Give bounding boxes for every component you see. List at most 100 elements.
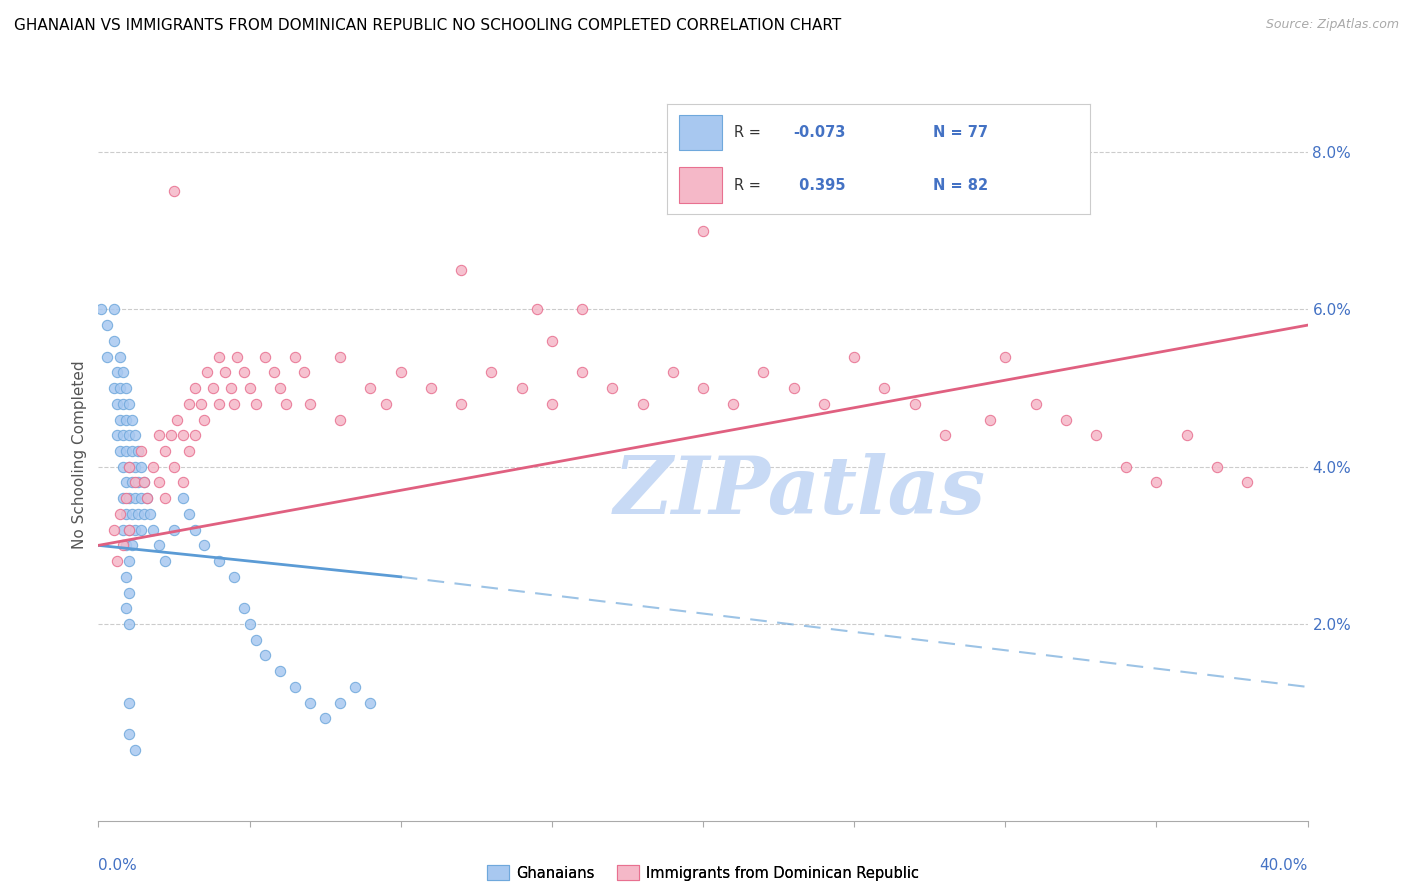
Point bbox=[329, 350, 352, 364]
Point bbox=[118, 491, 141, 505]
Point bbox=[269, 664, 291, 678]
Point bbox=[172, 428, 194, 442]
Point bbox=[118, 428, 141, 442]
Point bbox=[121, 475, 143, 490]
Point bbox=[129, 491, 152, 505]
Point bbox=[148, 428, 170, 442]
Point bbox=[177, 507, 201, 521]
Point bbox=[121, 538, 143, 552]
Point bbox=[374, 397, 396, 411]
Point bbox=[111, 523, 134, 537]
Point bbox=[389, 365, 412, 379]
Point bbox=[108, 444, 131, 458]
Point bbox=[142, 523, 165, 537]
Point bbox=[263, 365, 285, 379]
Point bbox=[114, 507, 136, 521]
Point bbox=[526, 302, 548, 317]
Point bbox=[163, 523, 186, 537]
Point bbox=[121, 412, 143, 426]
Point bbox=[129, 459, 152, 474]
Point bbox=[1024, 397, 1046, 411]
Point bbox=[994, 350, 1017, 364]
Point bbox=[360, 381, 382, 395]
Point bbox=[124, 459, 146, 474]
Point bbox=[631, 397, 654, 411]
Point bbox=[1236, 475, 1258, 490]
Point bbox=[844, 350, 866, 364]
Point bbox=[661, 365, 683, 379]
Point bbox=[148, 475, 170, 490]
Point bbox=[360, 696, 382, 710]
Point bbox=[1115, 459, 1137, 474]
Point bbox=[540, 397, 562, 411]
Point bbox=[105, 365, 128, 379]
Point bbox=[221, 381, 243, 395]
Point bbox=[904, 397, 927, 411]
Point bbox=[329, 412, 352, 426]
Point bbox=[239, 381, 262, 395]
Point bbox=[419, 381, 441, 395]
Point bbox=[160, 428, 183, 442]
Point bbox=[253, 350, 276, 364]
Point bbox=[314, 711, 336, 725]
Point bbox=[873, 381, 896, 395]
Point bbox=[114, 412, 136, 426]
Point bbox=[127, 475, 149, 490]
Point bbox=[153, 491, 176, 505]
Point bbox=[135, 491, 157, 505]
Point bbox=[103, 523, 125, 537]
Point bbox=[111, 397, 134, 411]
Point bbox=[111, 538, 134, 552]
Point bbox=[118, 554, 141, 568]
Point bbox=[1144, 475, 1167, 490]
Point bbox=[163, 185, 186, 199]
Point bbox=[782, 381, 804, 395]
Point bbox=[329, 696, 352, 710]
Point bbox=[132, 475, 155, 490]
Point bbox=[450, 397, 472, 411]
Point bbox=[193, 538, 215, 552]
Point bbox=[118, 585, 141, 599]
Point bbox=[184, 428, 207, 442]
Text: 0.0%: 0.0% bbox=[98, 858, 138, 872]
Point bbox=[934, 428, 956, 442]
Point bbox=[284, 680, 307, 694]
Point bbox=[118, 459, 141, 474]
Point bbox=[193, 412, 215, 426]
Point bbox=[721, 397, 744, 411]
Text: Source: ZipAtlas.com: Source: ZipAtlas.com bbox=[1265, 18, 1399, 31]
Point bbox=[172, 475, 194, 490]
Point bbox=[111, 491, 134, 505]
Point bbox=[114, 381, 136, 395]
Point bbox=[124, 743, 146, 757]
Point bbox=[114, 475, 136, 490]
Point bbox=[114, 444, 136, 458]
Point bbox=[1175, 428, 1198, 442]
Point bbox=[269, 381, 291, 395]
Point bbox=[344, 680, 367, 694]
Point bbox=[602, 381, 624, 395]
Point bbox=[299, 397, 322, 411]
Point bbox=[208, 350, 231, 364]
Point bbox=[105, 428, 128, 442]
Point bbox=[139, 507, 162, 521]
Point bbox=[1206, 459, 1229, 474]
Point bbox=[571, 302, 593, 317]
Legend: Ghanaians, Immigrants from Dominican Republic: Ghanaians, Immigrants from Dominican Rep… bbox=[481, 859, 925, 887]
Point bbox=[153, 444, 176, 458]
Point bbox=[111, 459, 134, 474]
Point bbox=[172, 491, 194, 505]
Point bbox=[105, 554, 128, 568]
Point bbox=[177, 444, 201, 458]
Point bbox=[111, 365, 134, 379]
Point bbox=[118, 727, 141, 741]
Point bbox=[118, 617, 141, 632]
Point bbox=[540, 334, 562, 348]
Point bbox=[195, 365, 218, 379]
Point bbox=[208, 397, 231, 411]
Point bbox=[274, 397, 297, 411]
Point bbox=[124, 523, 146, 537]
Point bbox=[118, 523, 141, 537]
Point bbox=[129, 444, 152, 458]
Point bbox=[124, 428, 146, 442]
